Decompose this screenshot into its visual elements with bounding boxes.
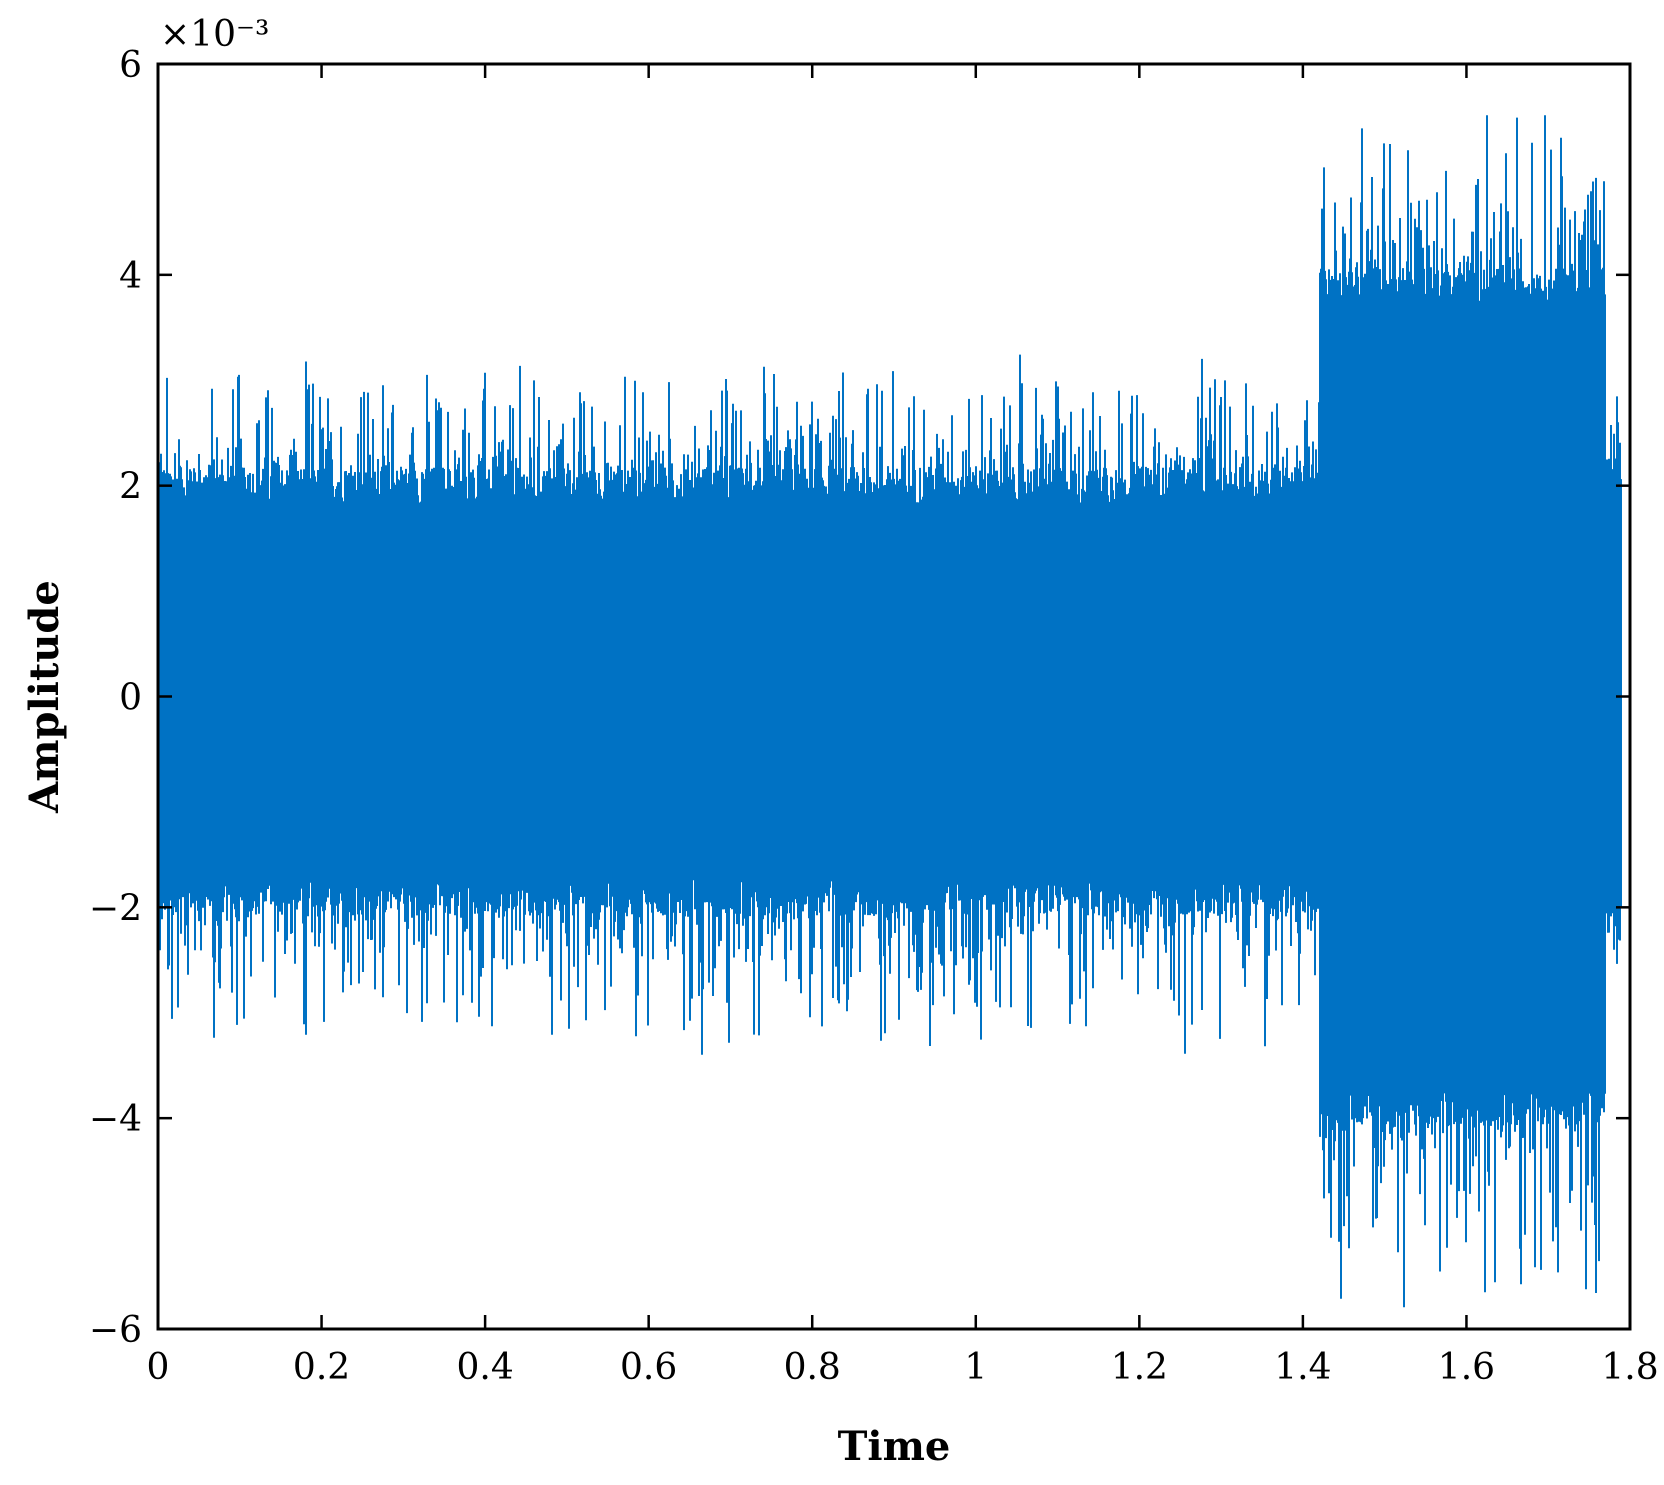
x-tick-label: 0.4 <box>456 1347 513 1388</box>
y-tick-label: −6 <box>89 1310 142 1351</box>
x-tick-label: 0.2 <box>293 1347 350 1388</box>
y-tick-label: 4 <box>119 256 142 297</box>
x-tick-label: 0 <box>147 1347 170 1388</box>
y-tick-label: −4 <box>89 1099 142 1140</box>
x-tick-label: 1 <box>964 1347 987 1388</box>
y-tick-label: 6 <box>119 45 142 86</box>
x-tick-label: 1.2 <box>1111 1347 1168 1388</box>
x-tick-label: 1.8 <box>1601 1347 1658 1388</box>
signal-layer <box>157 115 1622 1308</box>
y-tick-label: 0 <box>119 678 142 719</box>
x-tick-label: 0.6 <box>620 1347 677 1388</box>
y-tick-label: 2 <box>119 467 142 508</box>
y-axis-exponent-label: ×10⁻³ <box>160 14 269 55</box>
y-tick-label: −2 <box>89 888 142 929</box>
x-tick-label: 0.8 <box>784 1347 841 1388</box>
y-axis-title: Amplitude <box>21 580 68 814</box>
signal-series-line <box>157 115 1622 1308</box>
x-axis-title: Time <box>838 1423 951 1470</box>
x-tick-label: 1.6 <box>1438 1347 1495 1388</box>
x-tick-label: 1.4 <box>1274 1347 1331 1388</box>
ticks-layer: 0 0.2 0.4 0.6 0.8 1 1.2 1.4 1.6 1.8 −6 −4 −2 0 2 4 6 <box>89 45 1659 1388</box>
